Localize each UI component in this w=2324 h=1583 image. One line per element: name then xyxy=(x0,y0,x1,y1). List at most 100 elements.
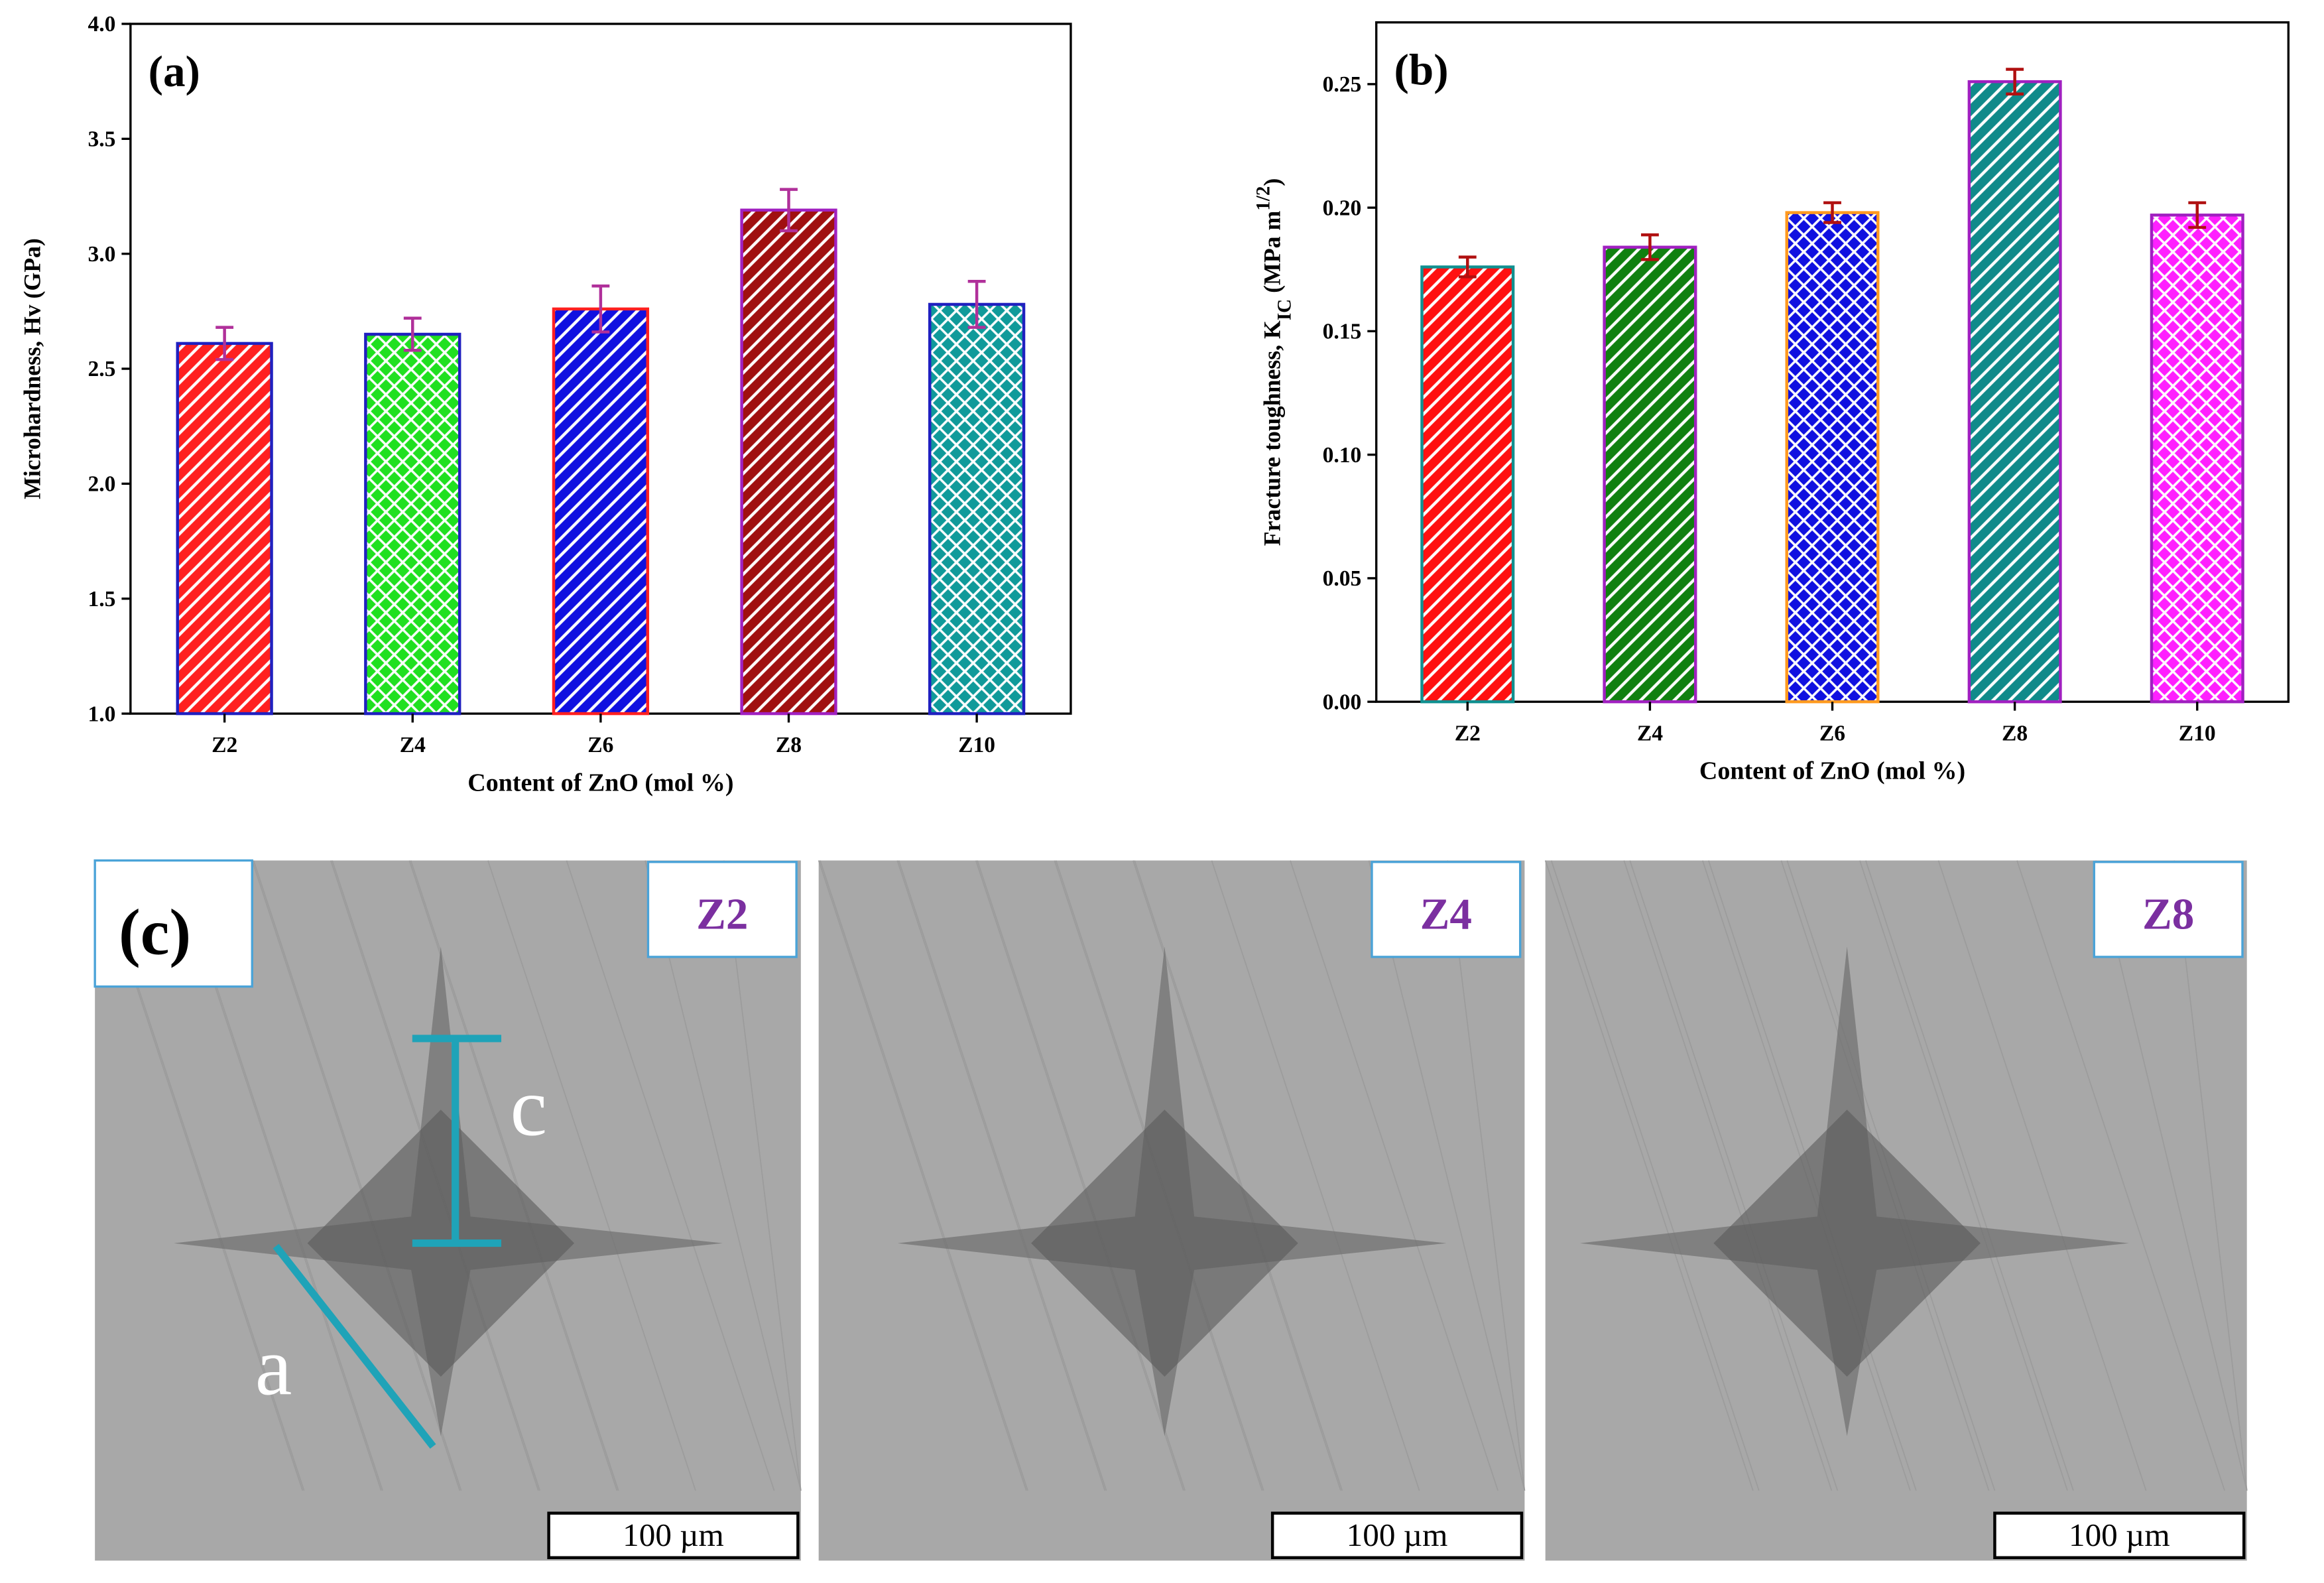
scratch xyxy=(898,860,1107,1491)
error-bar xyxy=(1458,255,1477,279)
y-tick-label: 3.5 xyxy=(88,127,116,152)
y-tick-label: 3.0 xyxy=(88,242,116,267)
diagonal-marker xyxy=(273,1243,436,1449)
y-tick-label: 4.0 xyxy=(88,12,116,36)
y-axis-label: Fracture toughness, KIC (MPa m1/2) xyxy=(1253,178,1295,546)
scratch xyxy=(820,860,1028,1491)
scratch xyxy=(1544,860,1754,1491)
scratch xyxy=(487,860,696,1491)
scratch xyxy=(977,860,1186,1491)
bar xyxy=(176,342,273,716)
bar xyxy=(364,332,461,716)
scale-bar-label: 100 µm xyxy=(1347,1517,1448,1553)
scratch xyxy=(1290,860,1498,1491)
error-bar xyxy=(2188,201,2207,229)
scratch xyxy=(1447,860,1526,1491)
y-tick-label: 0.10 xyxy=(1323,443,1362,468)
scratch xyxy=(1550,860,1760,1491)
crack-marker xyxy=(412,1035,502,1247)
y-tick-label: 1.0 xyxy=(88,702,116,726)
error-bar xyxy=(215,326,234,361)
scratch xyxy=(1865,860,2074,1491)
error-bar xyxy=(403,316,422,352)
y-tick-label: 0.05 xyxy=(1323,566,1362,591)
scratch xyxy=(2095,860,2248,1491)
bar xyxy=(1967,80,2062,704)
scale-bar xyxy=(1993,1511,2246,1560)
x-tick-label: Z8 xyxy=(2002,721,2028,745)
sample-label: Z4 xyxy=(1420,889,1472,938)
y-tick-label: 2.5 xyxy=(88,357,116,381)
error-bar xyxy=(1823,201,1841,224)
scratch xyxy=(1211,860,1420,1491)
error-bar xyxy=(1640,233,1659,261)
scratch xyxy=(566,860,775,1491)
scale-bar-label: 100 µm xyxy=(623,1517,724,1553)
scratch xyxy=(723,860,802,1491)
scratch xyxy=(251,860,461,1491)
sample-label: Z2 xyxy=(696,889,748,938)
y-tick-label: 0.00 xyxy=(1323,690,1362,714)
y-tick-label: 0.25 xyxy=(1323,72,1362,97)
scratch xyxy=(408,860,618,1491)
y-tick-label: 0.20 xyxy=(1323,196,1362,220)
scratch xyxy=(818,860,1027,1491)
bar xyxy=(740,208,837,716)
scale-bar-label: 100 µm xyxy=(2069,1517,2170,1553)
x-tick-label: Z2 xyxy=(1455,721,1481,745)
x-axis-label: Content of ZnO (mol %) xyxy=(467,769,733,796)
bar xyxy=(1603,245,1697,704)
scratch xyxy=(410,860,619,1491)
scratch xyxy=(1629,860,1839,1491)
error-bar xyxy=(591,284,610,334)
bar xyxy=(1420,265,1515,704)
y-axis-label-part: Microhardness, Hv (GPa) xyxy=(19,238,45,499)
x-tick-label: Z10 xyxy=(958,733,995,757)
bar xyxy=(2150,214,2244,704)
sample-label-box xyxy=(646,861,798,958)
scratch xyxy=(896,860,1106,1491)
x-tick-label: Z6 xyxy=(1819,721,1845,745)
annotation: c xyxy=(510,1061,547,1153)
y-axis-label: Microhardness, Hv (GPa) xyxy=(19,238,45,499)
error-bar xyxy=(780,188,798,233)
x-tick-label: Z4 xyxy=(400,733,426,757)
sample-label: Z8 xyxy=(2142,889,2194,938)
x-tick-label: Z2 xyxy=(212,733,237,757)
x-tick-label: Z10 xyxy=(2179,721,2216,745)
bar xyxy=(1785,211,1880,704)
bar xyxy=(552,307,650,716)
y-tick-label: 1.5 xyxy=(88,587,116,611)
panel-label-box xyxy=(93,859,253,988)
error-bar xyxy=(967,280,986,329)
panel-label: (c) xyxy=(119,896,191,968)
x-tick-label: Z4 xyxy=(1637,721,1663,745)
scratch xyxy=(1368,860,1526,1491)
scratch xyxy=(2016,860,2225,1491)
scratch xyxy=(1134,860,1343,1491)
y-tick-label: 0.15 xyxy=(1323,320,1362,344)
scratch xyxy=(1623,860,1833,1491)
y-tick-label: 2.0 xyxy=(88,472,116,497)
scale-bar xyxy=(1270,1511,1524,1560)
error-bar xyxy=(2006,68,2024,96)
y-axis-label-part: (MPa m xyxy=(1258,211,1285,299)
x-axis-label: Content of ZnO (mol %) xyxy=(1699,757,1965,785)
sample-label-box xyxy=(1371,861,1522,958)
panel-label: (a) xyxy=(149,46,200,96)
scratch xyxy=(644,860,802,1491)
sample-label-box xyxy=(2093,861,2244,958)
bar xyxy=(928,302,1026,716)
annotation: a xyxy=(255,1321,292,1413)
y-axis-label-part: ) xyxy=(1258,178,1285,186)
scratch xyxy=(1859,860,2068,1491)
y-axis-label-part: 1/2 xyxy=(1253,186,1274,211)
x-tick-label: Z6 xyxy=(587,733,613,757)
scratch xyxy=(1937,860,2147,1491)
x-tick-label: Z8 xyxy=(776,733,802,757)
y-axis-label-part: Fracture toughness, K xyxy=(1258,320,1285,546)
panel-label: (b) xyxy=(1394,45,1449,95)
y-axis-label-part: IC xyxy=(1274,299,1295,320)
scratch xyxy=(2173,860,2248,1491)
